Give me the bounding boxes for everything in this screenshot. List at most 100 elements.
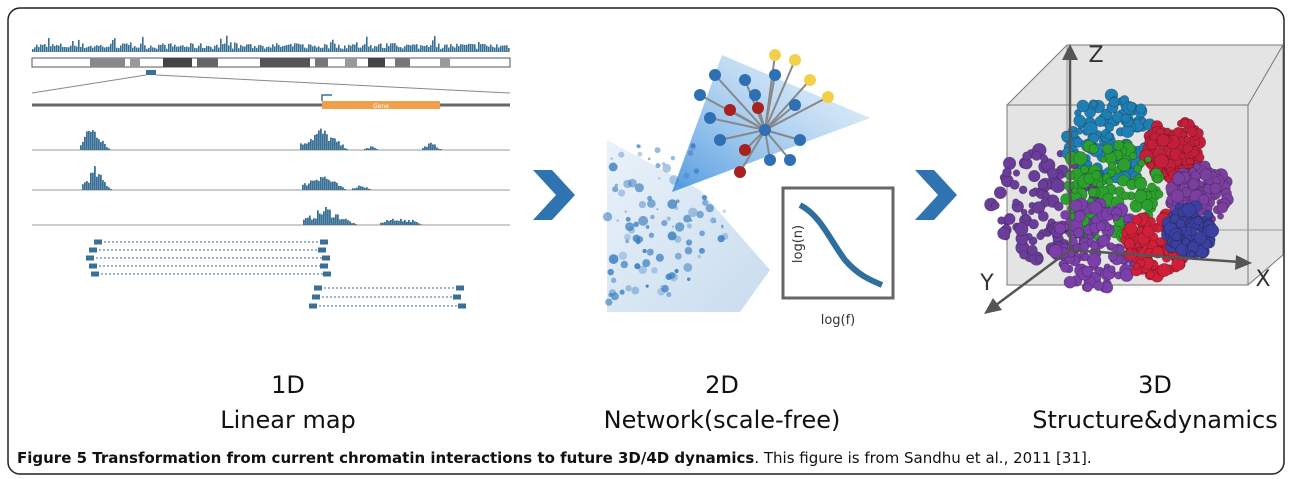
coverage-bar: [272, 44, 274, 52]
peak-bar: [331, 217, 333, 225]
coverage-bar: [168, 43, 170, 52]
chromatin-bead: [1183, 136, 1191, 144]
peak-bar: [440, 149, 442, 150]
arrowhead: [1062, 44, 1078, 60]
chromatin-bead: [1090, 100, 1098, 108]
coverage-bar: [124, 43, 126, 52]
coverage-bar: [34, 47, 36, 52]
cloud-node: [697, 254, 702, 259]
peak-bar: [80, 145, 82, 150]
chromatin-bead: [1069, 199, 1083, 212]
coverage-bar: [378, 44, 380, 52]
coverage-bar: [382, 47, 384, 52]
coverage-bar: [82, 43, 84, 52]
chromatin-bead: [1082, 282, 1093, 293]
chromatin-bead: [1108, 96, 1120, 108]
cloud-node: [634, 263, 641, 270]
cloud-node: [721, 232, 729, 240]
chromatin-bead: [1133, 189, 1148, 203]
chromatin-structure: [984, 88, 1234, 294]
region-marker: [146, 70, 156, 75]
coverage-bar: [160, 44, 162, 52]
chromatin-bead: [1028, 188, 1038, 198]
coverage-bar: [42, 44, 44, 52]
coverage-bar: [288, 44, 290, 52]
peak-bar: [355, 224, 357, 225]
peak-bar: [106, 147, 108, 150]
chromatin-bead: [1178, 152, 1186, 160]
peak-bar: [370, 146, 372, 150]
coverage-bar: [424, 46, 426, 52]
peak-bar: [309, 215, 311, 225]
cloud-node: [633, 221, 639, 228]
cloud-node: [646, 248, 654, 256]
coverage-bar: [490, 44, 492, 52]
cloud-node: [687, 150, 694, 157]
peak-bar: [319, 213, 321, 225]
peak-bar: [410, 221, 412, 225]
peak-bar: [313, 218, 315, 225]
peak-bar: [96, 137, 98, 150]
coverage-bar: [52, 44, 54, 52]
coverage-bar: [330, 42, 332, 52]
node: [789, 99, 801, 111]
node: [724, 104, 736, 116]
peak-bar: [343, 219, 345, 225]
chromatin-bead: [1107, 242, 1115, 250]
cloud-node: [618, 151, 625, 158]
peak-bar: [336, 182, 338, 190]
cloud-node: [717, 235, 725, 243]
peak-bar: [376, 148, 378, 150]
node: [714, 134, 726, 146]
peak-bar: [308, 183, 310, 190]
coverage-bar: [250, 44, 252, 52]
chromatin-bead: [991, 201, 1000, 210]
chromatin-bead: [1144, 155, 1152, 163]
peak-bar: [106, 185, 108, 190]
coverage-bar: [380, 43, 382, 52]
anchor: [320, 263, 328, 269]
chromatin-bead: [1018, 185, 1028, 195]
cloud-node: [614, 183, 619, 187]
peak-bar: [374, 147, 376, 150]
chromatin-bead: [1105, 177, 1114, 186]
coverage-bar: [166, 48, 168, 52]
cloud-node: [674, 235, 682, 243]
peak-bar: [408, 220, 410, 225]
chromatin-bead: [1132, 262, 1141, 271]
cloud-node: [701, 194, 708, 201]
coverage-bar: [350, 45, 352, 52]
cloud-node: [705, 203, 714, 213]
z-label: Z: [1088, 43, 1103, 68]
chromatin-bead: [1014, 222, 1029, 237]
coverage-bar: [270, 47, 272, 52]
cloud-node: [625, 222, 634, 232]
coverage-bar: [440, 48, 442, 52]
coverage-bar: [234, 42, 236, 52]
coverage-bar: [342, 48, 344, 52]
chromatin-bead: [1073, 210, 1086, 223]
cloud-node: [638, 215, 649, 226]
chromatin-bead: [1146, 138, 1158, 151]
node: [752, 102, 764, 114]
peak-bar: [332, 137, 334, 150]
peak-bar: [104, 143, 106, 150]
chromatin-bead: [1156, 236, 1166, 247]
coverage-bar: [254, 45, 256, 52]
cloud-node: [710, 217, 717, 224]
edge: [764, 59, 796, 131]
coverage-bar: [188, 47, 190, 52]
cloud-node: [702, 199, 709, 206]
peak-bar: [303, 219, 305, 225]
peak-bar: [335, 214, 337, 225]
coverage-bar: [338, 44, 340, 52]
coverage-bar: [300, 44, 302, 52]
cloud-node: [610, 277, 617, 284]
chromatin-bead: [1087, 187, 1098, 198]
coverage-bar: [266, 47, 268, 52]
coverage-bar: [506, 45, 508, 52]
coverage-bar: [156, 48, 158, 52]
cloud-node: [684, 246, 693, 255]
peak-bar: [322, 177, 324, 190]
chromatin-bead: [1095, 180, 1104, 189]
